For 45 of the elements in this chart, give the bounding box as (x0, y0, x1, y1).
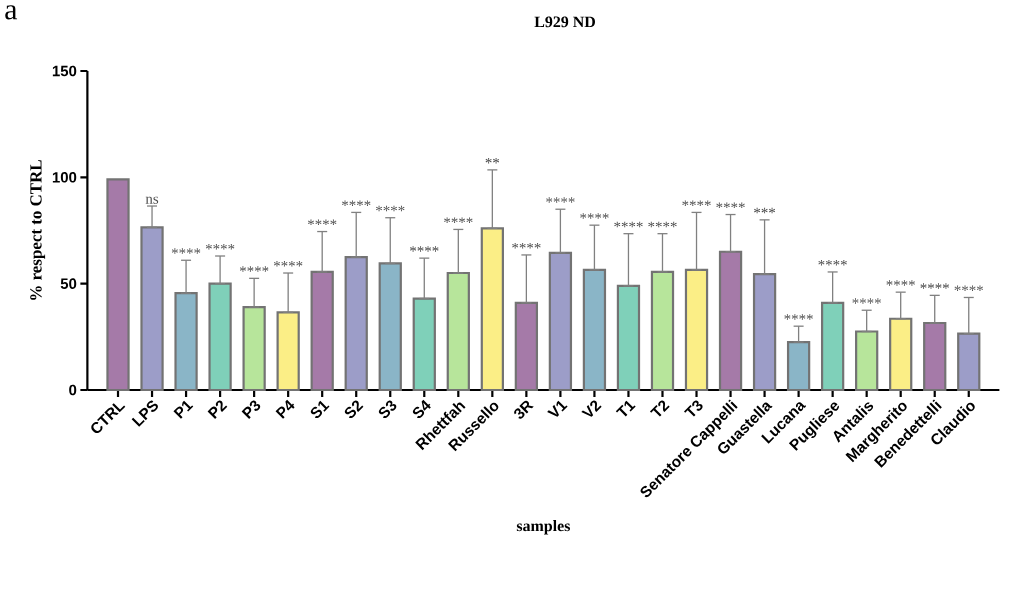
annotation: **** (546, 197, 575, 203)
x-tick-label: V2 (581, 400, 602, 417)
y-tick-label: 150 (52, 65, 77, 77)
x-tick-label: S1 (310, 400, 330, 418)
y-tick-label: 50 (60, 278, 77, 289)
annotation: **** (614, 221, 643, 228)
annotation: ns (145, 196, 159, 204)
x-tick-label: V1 (547, 400, 568, 417)
x-tick-label: 3R (514, 400, 534, 419)
y-axis-title: % respect to CTRL (30, 160, 46, 300)
annotation: **** (886, 280, 915, 286)
y-tick-label: 0 (69, 384, 77, 396)
annotation: **** (512, 242, 541, 249)
x-tick-label: T2 (649, 400, 670, 417)
annotation: **** (682, 200, 711, 206)
x-tick-label: P2 (207, 400, 228, 419)
x-tick-label: P3 (241, 400, 261, 419)
x-tick-label: T1 (615, 400, 636, 417)
text: a (5, 5, 18, 20)
x-axis-title: samples (516, 520, 570, 535)
chart-title: L929 ND (534, 16, 595, 28)
annotation: ** (485, 157, 500, 164)
annotation: **** (954, 285, 983, 291)
annotation: **** (205, 244, 235, 250)
annotation: **** (171, 248, 201, 254)
annotation: **** (920, 283, 949, 289)
annotation: **** (716, 202, 745, 209)
annotation: **** (273, 261, 303, 267)
x-tick-label: S2 (344, 400, 364, 418)
x-tick-label: S3 (378, 400, 397, 418)
x-tick-label: P1 (173, 400, 194, 419)
annotation: **** (784, 314, 813, 320)
annotation: **** (410, 246, 439, 252)
x-tick-label: P4 (275, 399, 295, 419)
annotation: **** (580, 213, 609, 219)
annotation: **** (239, 266, 269, 272)
y-tick-label: 100 (52, 172, 77, 183)
annotation: **** (648, 221, 677, 228)
annotation: **** (342, 200, 371, 206)
annotation: **** (852, 298, 881, 304)
annotation: *** (754, 207, 776, 214)
annotation: **** (376, 205, 405, 212)
annotation: **** (444, 217, 473, 223)
annotation: **** (307, 219, 337, 226)
annotation: **** (818, 259, 847, 266)
